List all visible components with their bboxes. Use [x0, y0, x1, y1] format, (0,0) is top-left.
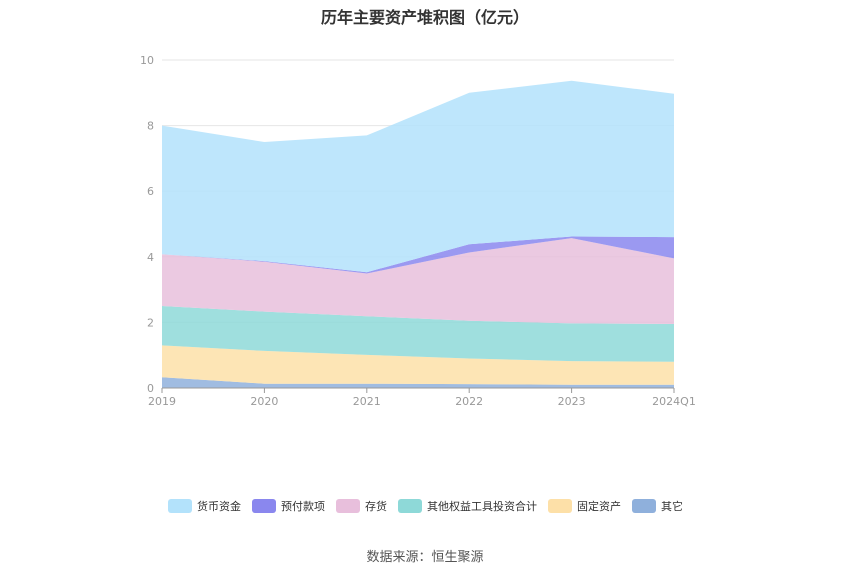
- legend-label: 货币资金: [197, 499, 241, 513]
- source-note: 数据来源：恒生聚源: [366, 550, 484, 565]
- y-tick-label: 8: [147, 120, 154, 133]
- legend-swatch: [168, 499, 192, 513]
- legend-label: 固定资产: [577, 499, 621, 513]
- legend-label: 存货: [365, 499, 387, 513]
- y-tick-label: 0: [147, 382, 154, 395]
- area-series: [162, 80, 674, 273]
- legend-item[interactable]: 预付款项: [252, 499, 325, 513]
- x-tick-label: 2022: [455, 395, 483, 408]
- x-tick-label: 2020: [250, 395, 278, 408]
- y-tick-label: 10: [140, 54, 154, 67]
- legend-swatch: [548, 499, 572, 513]
- legend-label: 其它: [661, 499, 683, 513]
- legend-item[interactable]: 其它: [632, 499, 683, 513]
- y-tick-label: 4: [147, 251, 154, 264]
- x-tick-label: 2023: [558, 395, 586, 408]
- y-tick-label: 2: [147, 316, 154, 329]
- legend-swatch: [632, 499, 656, 513]
- area-series: [162, 236, 674, 274]
- legend-swatch: [336, 499, 360, 513]
- area-series: [162, 306, 674, 362]
- x-tick-label: 2019: [148, 395, 176, 408]
- area-series: [162, 345, 674, 385]
- chart-title: 历年主要资产堆积图（亿元）: [320, 8, 529, 27]
- x-tick-label: 2024Q1: [652, 395, 696, 408]
- area-layer: [162, 80, 674, 388]
- legend-label: 其他权益工具投资合计: [427, 499, 537, 513]
- legend-item[interactable]: 存货: [336, 499, 387, 513]
- legend-swatch: [398, 499, 422, 513]
- legend[interactable]: 货币资金 预付款项 存货 其他权益工具投资合计 固定资产 其它: [168, 499, 683, 513]
- x-tick-label: 2021: [353, 395, 381, 408]
- legend-swatch: [252, 499, 276, 513]
- y-tick-label: 6: [147, 185, 154, 198]
- axis-layer: 0 2 4 6 8 10 2019 2020 2021 2022 2023 2024Q1: [140, 54, 696, 408]
- legend-item[interactable]: 其他权益工具投资合计: [398, 499, 537, 513]
- area-series: [162, 238, 674, 324]
- area-series: [162, 377, 674, 388]
- legend-item[interactable]: 货币资金: [168, 499, 241, 513]
- legend-label: 预付款项: [281, 499, 325, 513]
- legend-item[interactable]: 固定资产: [548, 499, 621, 513]
